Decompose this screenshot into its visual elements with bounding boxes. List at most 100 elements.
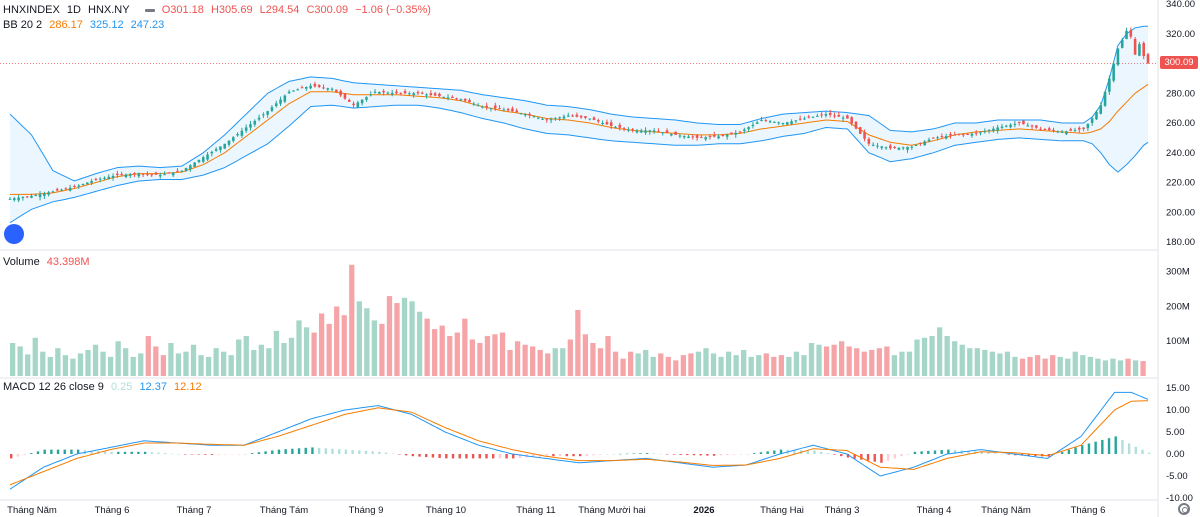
bb-legend[interactable]: BB 20 2 286.17 325.12 247.23 bbox=[3, 18, 168, 32]
macd-legend[interactable]: MACD 12 26 close 9 0.25 12.37 12.12 bbox=[3, 380, 206, 394]
macd-histogram-bar bbox=[76, 449, 80, 454]
collapse-legend-icon[interactable] bbox=[144, 8, 155, 12]
candle-body bbox=[974, 132, 978, 134]
volume-bar bbox=[575, 309, 581, 376]
macd-histogram-bar bbox=[224, 454, 227, 455]
candle-body bbox=[738, 131, 742, 133]
candle-body bbox=[524, 114, 527, 116]
interval-label[interactable]: 1D bbox=[66, 4, 81, 16]
price-tick-label: 280.00 bbox=[1166, 88, 1195, 99]
volume-bars bbox=[10, 264, 1146, 376]
candle-body bbox=[798, 118, 802, 120]
tradingview-logo-icon[interactable] bbox=[4, 224, 24, 244]
macd-histogram-bar bbox=[532, 454, 535, 458]
volume-bar bbox=[725, 351, 732, 376]
volume-bar bbox=[590, 342, 596, 376]
macd-histogram-bar bbox=[853, 454, 856, 459]
bb-upper-value: 325.12 bbox=[89, 19, 124, 31]
macd-histogram-bar bbox=[873, 454, 876, 462]
candle-body bbox=[1065, 131, 1068, 135]
volume-bar bbox=[25, 354, 31, 376]
macd-label: MACD 12 26 close 9 bbox=[3, 381, 104, 393]
candle-body bbox=[983, 131, 987, 133]
macd-histogram-bar bbox=[612, 454, 615, 455]
candle-body bbox=[159, 175, 162, 177]
candle-body bbox=[609, 122, 613, 126]
candle-body bbox=[1120, 39, 1124, 48]
symbol-name[interactable]: HNXINDEX bbox=[3, 4, 60, 16]
candle-body bbox=[906, 147, 909, 150]
macd-histogram-bar bbox=[545, 454, 548, 457]
settings-gear-icon[interactable] bbox=[1178, 503, 1190, 515]
volume-label: Volume bbox=[3, 256, 40, 268]
volume-bar bbox=[55, 348, 61, 376]
candle-body bbox=[1086, 123, 1090, 129]
candle-body bbox=[764, 120, 768, 122]
volume-bar bbox=[1034, 355, 1041, 376]
macd-histogram-bar bbox=[558, 454, 562, 457]
macd-line-value: 12.37 bbox=[139, 381, 167, 393]
macd-histogram-bar bbox=[572, 454, 575, 457]
volume-bar bbox=[221, 351, 227, 376]
candle-body bbox=[1090, 118, 1094, 123]
candle-body bbox=[665, 130, 669, 134]
volume-bar bbox=[891, 355, 898, 376]
macd-histogram-bar bbox=[163, 453, 167, 454]
macd-histogram-bar bbox=[465, 454, 468, 459]
time-tick-label: Tháng 3 bbox=[825, 505, 860, 516]
candle-body bbox=[193, 162, 196, 167]
candle-body bbox=[760, 120, 763, 122]
candle-body bbox=[8, 198, 12, 200]
candle-body bbox=[712, 134, 716, 137]
candle-body bbox=[816, 115, 819, 117]
volume-legend[interactable]: Volume 43.398M bbox=[3, 255, 94, 269]
candle-body bbox=[141, 173, 145, 175]
candle-body bbox=[876, 145, 879, 147]
volume-bar bbox=[552, 348, 558, 376]
candle-body bbox=[21, 197, 25, 199]
candle-body bbox=[927, 139, 931, 142]
candle-body bbox=[171, 172, 175, 176]
price-tick-label: 260.00 bbox=[1166, 118, 1195, 129]
macd-histogram-bar bbox=[157, 452, 160, 454]
candle-body bbox=[390, 92, 394, 95]
macd-histogram-bar bbox=[947, 449, 950, 454]
volume-bar bbox=[205, 356, 212, 376]
candle-body bbox=[223, 143, 227, 149]
volume-bar bbox=[47, 356, 53, 376]
macd-histogram-bar bbox=[1054, 454, 1057, 455]
macd-tick-label: 5.00 bbox=[1166, 427, 1185, 438]
macd-histogram-bar bbox=[1007, 454, 1010, 455]
candle-body bbox=[236, 134, 239, 136]
candle-body bbox=[485, 105, 488, 108]
volume-bar bbox=[379, 323, 385, 376]
macd-histogram-bar bbox=[197, 454, 200, 455]
time-tick-label: 2026 bbox=[693, 505, 714, 516]
macd-histogram-bar bbox=[1087, 443, 1091, 454]
candle-body bbox=[691, 136, 695, 138]
candle-body bbox=[412, 93, 415, 96]
candle-body bbox=[639, 130, 643, 133]
macd-histogram-bar bbox=[250, 453, 254, 454]
volume-bar bbox=[266, 348, 272, 376]
candle-body bbox=[322, 87, 325, 89]
candle-body bbox=[549, 119, 553, 121]
candle-body bbox=[854, 121, 858, 129]
volume-bar bbox=[763, 353, 769, 376]
candle-body bbox=[678, 135, 682, 137]
macd-histogram-bar bbox=[599, 454, 602, 455]
macd-histogram-bar bbox=[291, 448, 294, 454]
macd-histogram-bar bbox=[50, 449, 53, 454]
macd-histogram-bar bbox=[137, 451, 140, 454]
volume-bar bbox=[537, 349, 543, 376]
volume-bar bbox=[560, 348, 566, 376]
macd-histogram-bar bbox=[706, 454, 709, 456]
candle-body bbox=[266, 111, 269, 115]
macd-histogram-bar bbox=[478, 454, 481, 459]
candle-body bbox=[60, 189, 63, 191]
candle-body bbox=[880, 146, 884, 148]
candle-body bbox=[360, 99, 364, 104]
candle-body bbox=[704, 137, 707, 140]
candle-body bbox=[597, 120, 600, 122]
